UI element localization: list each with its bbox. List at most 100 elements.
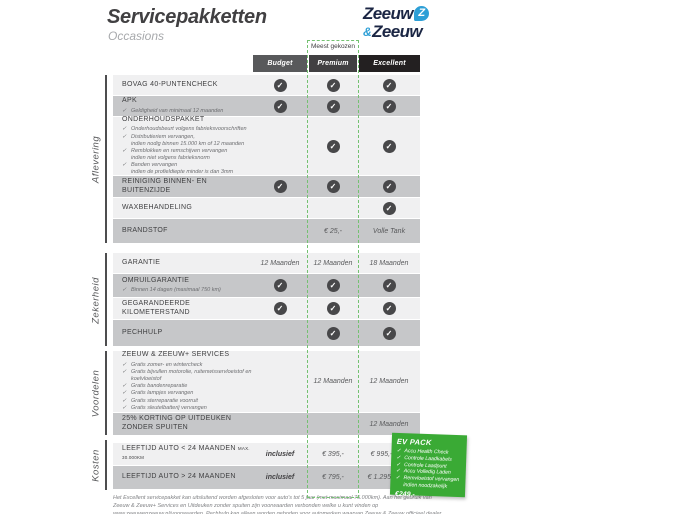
section-label-zekerheid: Zekerheid [90,277,102,324]
tick-icon: ✓ [122,133,127,140]
sub-item-note: indien niet volgens fabrieksnorm [131,154,210,161]
cell-excellent: € 995,- [370,450,393,458]
row-apk: APK ✓ Geldigheid van minimaal 12 maanden … [113,96,420,116]
cell-excellent: 12 Maanden [369,378,409,385]
cell-premium: ✓ [308,96,358,116]
row-label: BRANDSTOF [122,226,168,234]
row-waxbehandeling: WAXBEHANDELING ✓ [113,198,420,218]
row-label: LEEFTIJD AUTO < 24 MAANDEN [122,445,236,453]
section-label-kosten: Kosten [90,449,102,482]
sub-item: ✓ Gratis zomer- en wintercheck [122,361,203,368]
check-icon: ✓ [273,302,287,315]
cell-excellent: € 1.295,- [367,474,396,481]
row-label: APK [122,97,137,105]
tick-icon: ✓ [122,404,127,411]
cell-excellent: ✓ [359,96,419,116]
row-label: WAXBEHANDELING [122,203,193,211]
cell-budget: inclusief [265,474,295,481]
cell-excellent: ✓ [359,75,419,95]
check-icon: ✓ [382,139,396,153]
tick-icon: ✓ [122,369,127,376]
check-icon: ✓ [382,302,396,315]
check-icon: ✓ [326,180,340,193]
logo-z-icon: Z [413,6,429,21]
logo-line-1: Zeeuw Z [363,5,429,22]
cell-excellent: ✓ [359,176,419,197]
cell-budget: ✓ [251,96,309,116]
check-icon: ✓ [273,279,287,292]
row-onderhoudspakket: ONDERHOUDSPAKKET ✓ Onderhoudsbeurt volgen… [113,115,420,175]
row-label: 25% KORTING OP UITDEUKEN ZONDER SPUITEN [122,415,232,431]
row-leeftijd-auto-jonger-24: LEEFTIJD AUTO < 24 MAANDEN MAX. 30.000KM… [113,443,420,465]
check-icon: ✓ [326,326,340,340]
sub-item: ✓ Gratis bandenreparatie [122,383,188,390]
check-icon: ✓ [326,139,340,153]
sub-item: ✓ Gratis lampjes vervangen [122,390,194,397]
row-garantie: GARANTIE 12 Maanden 12 Maanden 18 Maande… [113,253,420,273]
check-icon: ✓ [326,78,340,92]
tick-icon: ✓ [122,287,127,294]
row-label: ONDERHOUDSPAKKET [122,115,205,123]
check-icon: ✓ [273,180,287,193]
footer-disclaimer: Het Excellent servicepakket kan uitsluit… [113,495,442,514]
row-label: LEEFTIJD AUTO > 24 MAANDEN [122,473,236,481]
row-label: GARANTIE [122,258,161,266]
section-label-voordelen: Voordelen [90,369,102,418]
cell-premium: ✓ [308,274,358,297]
sub-item-note: indien nodig binnen 15.000 km of 12 maan… [131,140,245,147]
sub-item: ✓ Gratis sleutelbatterij vervangen [122,404,207,411]
tick-icon: ✓ [122,126,127,133]
cell-premium: ✓ [308,75,358,95]
cell-excellent: ✓ [359,320,419,346]
section-label-aflevering: Aflevering [90,135,102,184]
check-icon: ✓ [326,302,340,315]
tick-icon: ✓ [395,474,400,482]
logo-line-2: & Zeeuw [363,23,429,40]
sub-item: ✓ Binnen 14 dagen (maximaal 750 km) [122,287,221,294]
zeeuw-zeeuw-logo: Zeeuw Z & Zeeuw [363,5,429,40]
logo-word-2: Zeeuw [372,22,423,41]
logo-word-1: Zeeuw [363,4,414,23]
row-label: OMRUILGARANTIE [122,276,190,284]
tick-icon: ✓ [122,162,127,169]
cell-excellent: Volle Tank [372,227,406,235]
row-gegarandeerde-kilometerstand: GEGARANDEERDE KILOMETERSTAND ✓ ✓ ✓ [113,298,420,319]
check-icon: ✓ [382,78,396,92]
check-icon: ✓ [382,180,396,193]
tick-icon: ✓ [122,397,127,404]
sub-item: ✓ Distributieriem vervangen, [122,133,195,140]
row-reiniging: REINIGING BINNEN- EN BUITENZIJDE ✓ ✓ ✓ [113,176,420,197]
sub-item: ✓ Onderhoudsbeurt volgens fabrieksvoorsch… [122,126,247,133]
column-header-budget: Budget [253,55,307,72]
cell-premium: 12 Maanden [313,378,353,385]
cell-premium: € 395,- [322,450,344,458]
row-label-note: MAX. 30.000KM [122,446,250,460]
column-header-premium: Premium [309,55,357,72]
cell-budget: ✓ [251,176,309,197]
row-pechhulp: PECHHULP ✓ ✓ [113,320,420,346]
cell-excellent: ✓ [359,117,419,175]
row-label: REINIGING BINNEN- EN BUITENZIJDE [122,177,207,194]
row-label: BOVAG 40-PUNTENCHECK [122,80,218,88]
cell-premium: ✓ [308,298,358,319]
cell-premium: ✓ [308,117,358,175]
check-icon: ✓ [382,326,396,340]
logo-ampersand: & [363,24,372,39]
sub-item: ✓ Gratis sterreparatie voorruit [122,397,198,404]
sub-item-note: koelvloeistof [131,376,162,383]
cell-budget: ✓ [251,298,309,319]
check-icon: ✓ [326,279,340,292]
section-line-aflevering [105,75,107,243]
tick-icon: ✓ [122,390,127,397]
check-icon: ✓ [273,99,287,113]
check-icon: ✓ [273,78,287,92]
cell-excellent: 18 Maanden [369,259,409,267]
check-icon: ✓ [382,99,396,113]
row-zeeuw-zeeuw-services: ZEEUW & ZEEUW+ SERVICES ✓ Gratis zomer- e… [113,351,420,412]
page-title: Servicepakketten [107,6,267,28]
check-icon: ✓ [326,99,340,113]
row-leeftijd-auto-ouder-24: LEEFTIJD AUTO > 24 MAANDEN inclusief € 7… [113,466,420,489]
check-icon: ✓ [382,279,396,292]
cell-premium: € 795,- [322,474,344,481]
